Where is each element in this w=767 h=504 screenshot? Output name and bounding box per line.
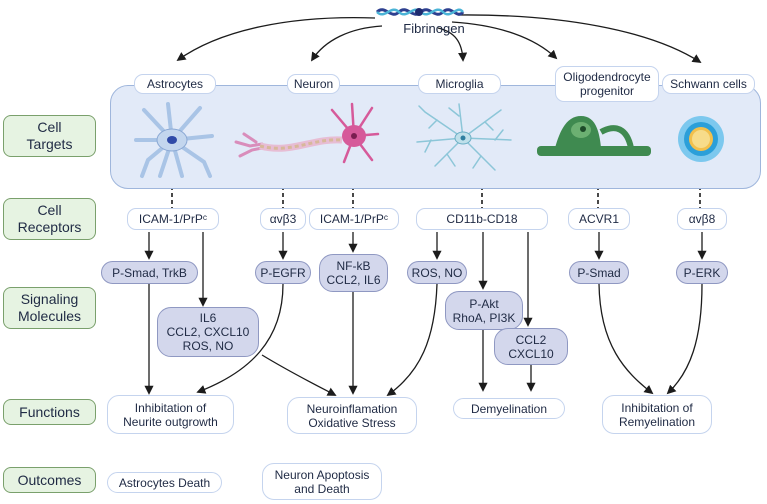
cell-label-schwann: Schwann cells [662,74,755,94]
arrow-psmad-remyel [598,283,654,395]
schwann-cell-icon [678,116,724,162]
side-label-signaling-molecules: Signaling Molecules [3,287,96,329]
side-label-cell-receptors: Cell Receptors [3,198,96,240]
receptor-avb8: αvβ8 [677,208,727,230]
signal-ros-no: ROS, NO [407,261,467,284]
signal-nfkb-ccl2-il6: NF-kB CCL2, IL6 [319,254,388,292]
arrow-pegfr-neurite [196,283,284,394]
signal-psmad: P-Smad [569,261,629,284]
cell-label-neuron: Neuron [287,74,340,94]
side-label-cell-targets: Cell Targets [3,115,96,157]
function-demyelination: Demyelination [453,398,565,419]
neuron-icon [234,102,380,164]
fibrinogen-molecule-icon [375,8,465,16]
function-neuroinflammation: Neuroinflamation Oxidative Stress [287,397,417,434]
oligodendrocyte-icon [537,116,651,156]
page-title: Fibrinogen [403,21,465,36]
signal-pakt-rhoa-pi3k: P-Akt RhoA, PI3K [445,291,523,330]
arrow-ros-neuroinflam [386,283,438,397]
receptor-acvr1: ACVR1 [568,208,630,230]
astrocyte-icon [134,102,214,178]
signal-ccl2-cxcl10: CCL2 CXCL10 [494,328,568,365]
receptor-cd11b-cd18: CD11b-CD18 [416,208,548,230]
microglia-icon [416,103,512,171]
cell-label-microglia: Microglia [418,74,501,94]
receptor-avb3: αvβ3 [260,208,306,230]
function-inhibition-remyelination: Inhibitation of Remyelination [602,395,712,434]
signal-pegfr: P-EGFR [255,261,311,284]
arrow-perk-remyel [666,283,703,395]
side-label-outcomes: Outcomes [3,467,96,493]
arrow-fib-astrocytes [176,16,376,62]
cell-label-astrocytes: Astrocytes [134,74,216,94]
arrow-fib-neuron [311,25,383,62]
signal-il6-ccl2-ros: IL6 CCL2, CXCL10 ROS, NO [157,307,259,357]
arrow-fib-schwann [457,14,702,63]
signal-perk: P-ERK [676,261,728,284]
arrow-fib-microglia [437,27,468,62]
arrow-fib-opc [451,21,558,60]
cell-label-opc: Oligodendrocyte progenitor [555,66,659,102]
function-inhibition-neurite-outgrowth: Inhibitation of Neurite outgrowth [107,395,234,434]
receptor-icam-prp-astrocytes: ICAM-1/PrPᶜ [127,208,219,230]
arrow-il6-neuroinflam [261,354,337,396]
signal-psmad-trkb: P-Smad, TrkB [101,261,198,284]
receptor-icam-prp-neuron: ICAM-1/PrPᶜ [309,208,399,230]
outcome-neuron-apoptosis: Neuron Apoptosis and Death [262,463,382,500]
outcome-astrocytes-death: Astrocytes Death [107,472,222,493]
side-label-functions: Functions [3,399,96,425]
